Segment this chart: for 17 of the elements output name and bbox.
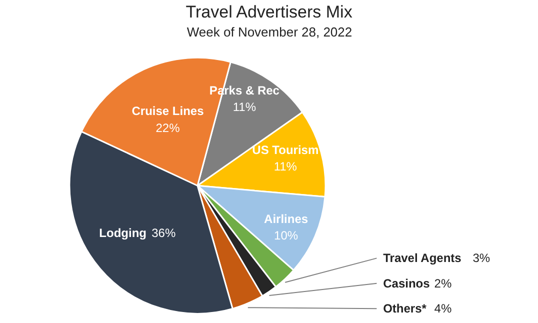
- slice-label: Casinos: [383, 276, 430, 290]
- chart-title: Travel Advertisers Mix: [186, 2, 353, 22]
- data-label: 36%: [152, 226, 176, 240]
- data-label: 11%: [274, 159, 298, 174]
- slice-label: Airlines: [264, 212, 308, 226]
- data-label: 4%: [434, 302, 452, 316]
- slice-label: Travel Agents: [383, 251, 462, 266]
- slice-label: Others*: [383, 302, 427, 316]
- data-label: 11%: [232, 100, 256, 114]
- data-label: 22%: [156, 120, 180, 135]
- slice-label: Cruise Lines: [132, 104, 204, 118]
- data-label: 3%: [472, 251, 490, 266]
- slice-label: US Tourism: [252, 142, 319, 157]
- data-label: 10%: [274, 228, 298, 243]
- data-label: 2%: [434, 276, 452, 290]
- chart-subtitle: Week of November 28, 2022: [186, 24, 352, 40]
- slice-label: Lodging: [99, 226, 147, 240]
